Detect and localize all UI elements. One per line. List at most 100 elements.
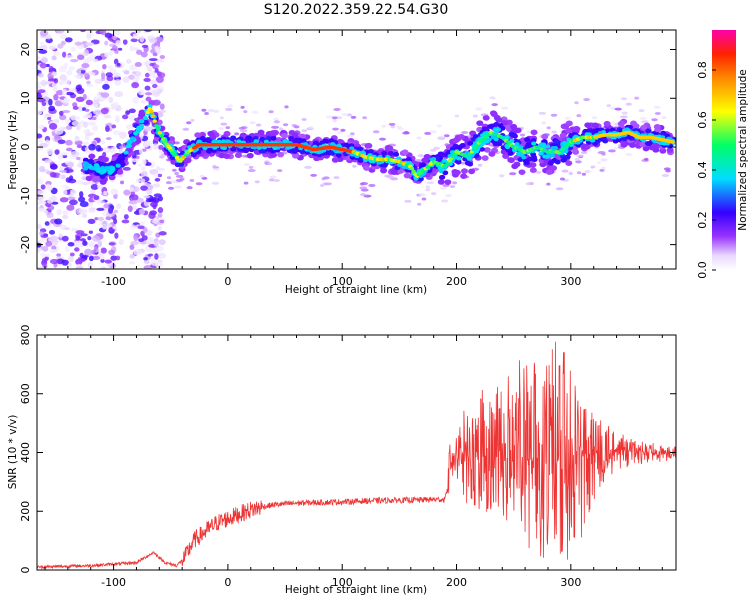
spectral-blob	[220, 122, 228, 126]
spectral-blob	[70, 150, 80, 158]
spectral-blob	[108, 249, 115, 256]
spectral-core	[152, 119, 157, 123]
spectral-blob	[74, 140, 83, 146]
spectral-blob	[65, 54, 74, 59]
spectral-blob	[46, 148, 54, 156]
spectral-blob	[133, 131, 139, 136]
spectral-blob	[507, 151, 514, 156]
spectral-blob	[49, 235, 59, 241]
spectral-blob	[541, 133, 549, 140]
spectral-blob	[129, 64, 137, 71]
spectral-blob	[144, 183, 151, 187]
spectral-blob	[426, 181, 435, 185]
spectral-blob	[380, 167, 388, 174]
spectral-blob	[100, 258, 105, 263]
snr-x-tick-label: 0	[224, 576, 231, 589]
spectral-blob	[130, 240, 140, 246]
spectral-blob	[546, 182, 551, 186]
spectral-blob	[59, 166, 64, 171]
spectral-blob	[78, 196, 86, 203]
spectral-blob	[538, 151, 544, 156]
spectrogram-marks	[37, 30, 676, 269]
spectral-blob	[97, 184, 104, 190]
spectral-core	[149, 109, 154, 114]
spectral-blob	[57, 43, 64, 49]
spectral-blob	[51, 55, 57, 61]
spectral-blob	[142, 115, 148, 121]
spectral-blob	[441, 158, 448, 163]
spectral-blob	[82, 93, 87, 100]
spectral-blob	[531, 157, 538, 163]
spectral-blob	[199, 174, 205, 178]
spectral-blob	[136, 125, 142, 130]
spectral-blob	[75, 96, 85, 102]
spectral-blob	[128, 108, 136, 114]
spectral-blob	[467, 141, 474, 146]
spectral-blob	[112, 72, 121, 78]
spectral-blob	[129, 45, 135, 52]
spectral-blob	[101, 169, 107, 174]
spectral-blob	[154, 45, 159, 52]
spectral-blob	[58, 233, 63, 238]
spectral-blob	[48, 98, 53, 106]
spectral-blob	[584, 170, 591, 174]
spectral-blob	[157, 207, 164, 214]
spectrogram-x-tick-label: 0	[224, 275, 231, 288]
colorbar-tick-label: 0.6	[696, 111, 709, 129]
spectral-blob	[204, 112, 209, 116]
spectral-blob	[153, 173, 159, 178]
spectral-blob	[56, 30, 65, 34]
spectral-blob	[437, 151, 444, 157]
spectral-blob	[452, 181, 458, 185]
spectral-blob	[62, 215, 69, 220]
spectral-blob	[540, 142, 547, 147]
snr-panel: -100 0 100 200 300 0 200 400 600 800 Height of st…	[7, 325, 677, 596]
spectral-blob	[64, 245, 70, 252]
spectral-blob	[583, 98, 590, 102]
spectral-blob	[113, 130, 122, 136]
colorbar-tick-label: 0.2	[696, 211, 709, 229]
spectral-blob	[273, 117, 279, 121]
spectral-blob	[58, 80, 64, 86]
spectral-blob	[129, 244, 135, 250]
spectral-blob	[565, 160, 573, 166]
spectral-blob	[461, 161, 466, 165]
spectral-blob	[129, 261, 136, 265]
spectral-blob	[119, 145, 125, 149]
spectral-blob	[59, 197, 69, 203]
spectral-blob	[490, 111, 498, 118]
spectral-blob	[152, 64, 160, 69]
spectrogram-x-tick-label: 100	[332, 275, 353, 288]
spectral-blob	[332, 127, 339, 131]
spectral-blob	[66, 204, 75, 211]
spectral-blob	[477, 163, 483, 167]
spectral-core	[150, 114, 156, 118]
spectral-blob	[39, 62, 47, 69]
spectral-blob	[620, 115, 628, 119]
spectral-blob	[266, 147, 273, 152]
spectral-blob	[71, 115, 76, 121]
spectral-blob	[168, 186, 175, 190]
spectral-blob	[225, 139, 231, 144]
spectral-blob	[333, 107, 341, 111]
spectral-blob	[37, 55, 41, 60]
spectral-blob	[99, 253, 105, 260]
spectral-blob	[87, 218, 96, 224]
spectral-blob	[454, 114, 460, 118]
spectral-blob	[59, 33, 67, 40]
spectral-blob	[114, 91, 124, 98]
spectral-blob	[133, 249, 143, 256]
spectral-blob	[57, 153, 64, 160]
spectral-blob	[255, 123, 262, 127]
spectral-blob	[74, 41, 83, 46]
spectral-blob	[74, 74, 82, 79]
spectral-blob	[329, 142, 336, 147]
spectral-blob	[230, 135, 237, 141]
spectral-blob	[263, 139, 269, 144]
spectral-blob	[476, 120, 484, 126]
spectral-blob	[273, 178, 281, 182]
spectral-blob	[94, 78, 103, 84]
spectral-blob	[437, 136, 445, 140]
spectral-blob	[58, 110, 64, 116]
